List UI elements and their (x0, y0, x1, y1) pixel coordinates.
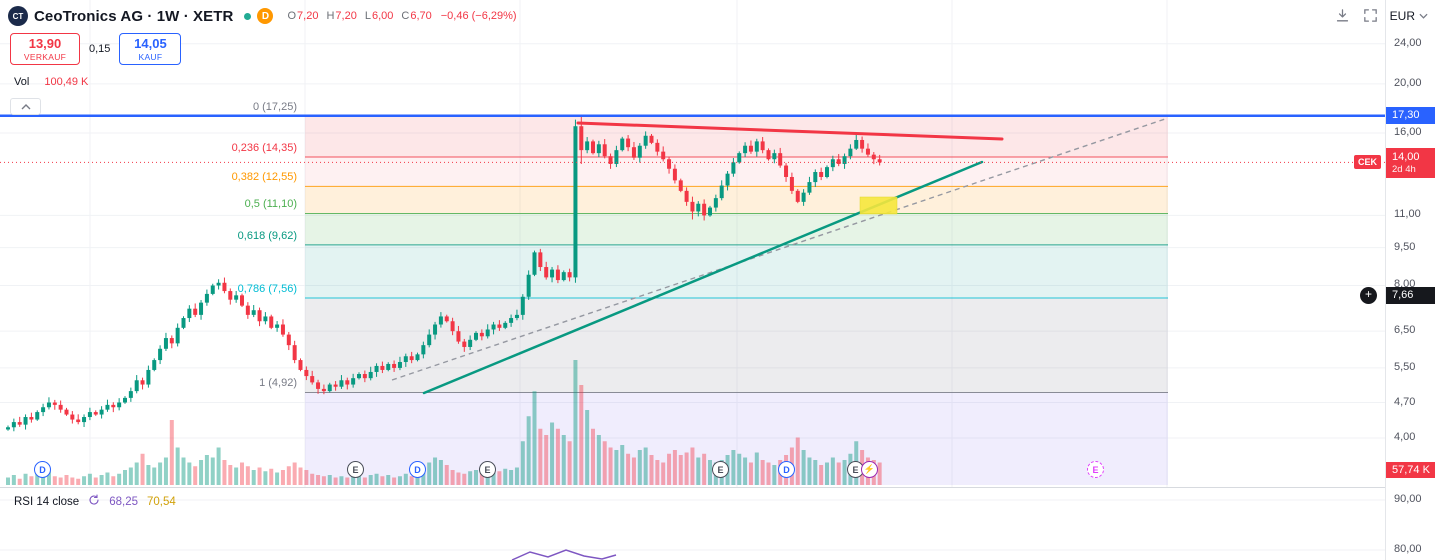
rsi-value-1: 68,25 (109, 495, 138, 508)
symbol-price-tag: CEK (1354, 155, 1381, 170)
currency-dropdown[interactable]: EUR (1390, 9, 1428, 23)
legend-collapse-button[interactable] (10, 98, 41, 115)
high-label: H (326, 10, 335, 22)
symbol-legend: CT CeoTronics AG · 1W · XETR D O 7,20 H 7,… (8, 6, 517, 26)
sell-price: 13,90 (28, 36, 62, 51)
buy-button[interactable]: 14,05 KAUF (119, 33, 182, 65)
volume-legend: Vol 100,49 K (14, 76, 88, 88)
earnings-marker[interactable]: E (1087, 461, 1104, 478)
buy-price: 14,05 (134, 36, 167, 51)
dividend-marker[interactable]: D (34, 461, 51, 478)
change-value: −0,46 (−6,29%) (440, 10, 517, 22)
download-icon[interactable] (1334, 7, 1351, 24)
rsi-refresh-icon[interactable] (88, 494, 100, 509)
horizontal-line-price-label: 17,30 (1386, 107, 1435, 125)
rsi-value-2: 70,54 (146, 495, 176, 508)
volume-axis-label: 57,74 K (1386, 462, 1435, 478)
chart-top-controls: EUR (1334, 7, 1428, 24)
current-price-value: 14,00 (1392, 151, 1420, 164)
fib-level-label: 0,786 (7,56) (237, 282, 297, 295)
chart-canvas[interactable] (0, 0, 1385, 560)
fib-level-label: 0,382 (12,55) (231, 171, 297, 184)
buy-label: KAUF (138, 52, 163, 62)
rsi-indicator-title[interactable]: RSI 14 close (14, 495, 80, 508)
volume-legend-label: Vol (14, 76, 30, 88)
dividend-marker[interactable]: D (778, 461, 795, 478)
currency-label: EUR (1389, 8, 1415, 23)
symbol-logo[interactable]: CT (8, 6, 28, 26)
open-label: O (287, 10, 297, 22)
price-tick-label: 16,00 (1394, 125, 1422, 138)
add-order-plus-icon[interactable]: + (1360, 286, 1377, 304)
ohlc-values: O 7,20 H 7,20 L 6,00 C 6,70 −0,46 (−6,29%) (287, 10, 516, 22)
fib-level-label: 0,5 (11,10) (244, 198, 297, 211)
chevron-up-icon (21, 103, 30, 109)
trade-panel: 13,90 VERKAUF 0,15 14,05 KAUF (10, 33, 182, 65)
sell-label: VERKAUF (23, 52, 67, 62)
price-tick-label: 9,50 (1394, 240, 1416, 253)
earnings-marker[interactable]: E (347, 461, 364, 478)
symbol-title[interactable]: CeoTronics AG · 1W · XETR (34, 7, 234, 25)
delayed-data-badge[interactable]: D (257, 8, 274, 24)
close-label: C (401, 10, 410, 22)
dividend-marker[interactable]: D (409, 461, 426, 478)
pane-separator[interactable] (0, 487, 1435, 488)
spread-value: 0,15 (89, 43, 111, 55)
price-tick-label: 5,50 (1394, 360, 1416, 373)
open-value: 7,20 (297, 10, 319, 22)
price-tick-label: 20,00 (1394, 76, 1422, 89)
current-price-label: 14,00 2d 4h (1386, 148, 1435, 179)
event-bolt-marker[interactable]: ⚡ (861, 461, 878, 478)
fib-level-label: 1 (4,92) (259, 377, 297, 390)
price-axis[interactable]: 24,00 20,00 16,00 11,00 9,50 8,00 6,50 5,50 4,70… (1385, 0, 1435, 560)
low-label: L (364, 10, 371, 22)
volume-legend-value: 100,49 K (44, 76, 89, 88)
fib-level-label: 0,618 (9,62) (237, 229, 297, 242)
price-tick-label: 4,00 (1394, 430, 1416, 443)
rsi-tick-label: 80,00 (1394, 543, 1422, 555)
price-tick-label: 4,70 (1394, 395, 1416, 408)
crosshair-price-label: 7,66 (1386, 286, 1435, 304)
price-tick-label: 24,00 (1394, 36, 1422, 49)
sell-button[interactable]: 13,90 VERKAUF (10, 33, 80, 65)
rsi-legend: RSI 14 close 68,25 70,54 (14, 494, 176, 509)
fib-level-label: 0 (17,25) (252, 101, 297, 114)
market-status-dot (244, 12, 252, 20)
bar-countdown: 2d 4h (1392, 164, 1416, 176)
low-value: 6,00 (371, 10, 394, 22)
rsi-tick-label: 90,00 (1394, 493, 1422, 505)
price-tick-label: 6,50 (1394, 324, 1416, 337)
earnings-marker[interactable]: E (712, 461, 729, 478)
chevron-down-icon (1419, 13, 1428, 19)
fib-level-label: 0,236 (14,35) (231, 141, 297, 154)
high-value: 7,20 (335, 10, 357, 22)
fullscreen-icon[interactable] (1362, 7, 1379, 24)
close-value: 6,70 (410, 10, 432, 22)
earnings-marker[interactable]: E (479, 461, 496, 478)
price-tick-label: 11,00 (1394, 208, 1421, 221)
